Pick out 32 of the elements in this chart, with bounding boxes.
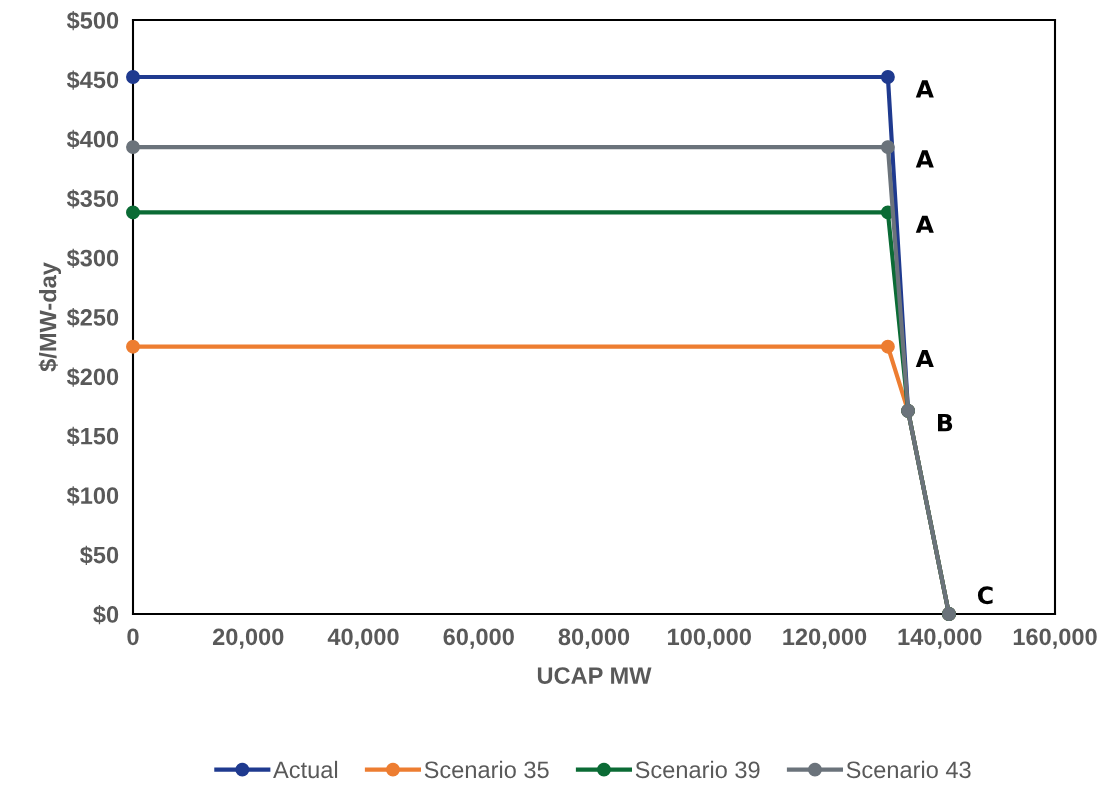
x-tick-label: 100,000 xyxy=(668,628,751,649)
y-tick-label: $150 xyxy=(66,426,119,447)
y-tick-label: $50 xyxy=(80,545,119,565)
x-tick-label: 160,000 xyxy=(1013,628,1097,649)
annotation: A xyxy=(915,215,934,233)
annotation: B xyxy=(938,414,953,432)
annotation: A xyxy=(915,349,934,368)
x-tick-label: 140,000 xyxy=(898,628,982,649)
legend-label: Scenario 35 xyxy=(424,760,549,779)
y-tick-label: $500 xyxy=(66,11,119,31)
legend-label: Scenario 43 xyxy=(846,760,971,779)
legend-label: Scenario 39 xyxy=(635,760,760,779)
annotation: A xyxy=(915,80,934,98)
y-tick-label: $350 xyxy=(66,189,119,209)
x-tick-label: 60,000 xyxy=(443,628,514,649)
y-tick-label: $400 xyxy=(66,129,119,150)
annotation: C xyxy=(977,586,993,605)
annotation: A xyxy=(915,150,934,168)
x-axis-title: UCAP MW xyxy=(537,667,652,684)
y-tick-label: $450 xyxy=(66,70,119,90)
x-tick-label: 40,000 xyxy=(327,628,399,649)
y-tick-label: $250 xyxy=(66,308,119,328)
y-tick-label: $0 xyxy=(93,605,119,625)
x-tick-label: 80,000 xyxy=(558,628,630,649)
y-tick-label: $100 xyxy=(66,486,119,506)
y-axis-title: $/MW-day xyxy=(38,262,62,372)
x-tick-label: 120,000 xyxy=(783,628,867,649)
x-tick-label: 20,000 xyxy=(212,628,284,649)
x-tick-label: 0 xyxy=(127,628,139,646)
legend-label: Actual xyxy=(273,760,338,779)
y-tick-label: $200 xyxy=(66,367,119,387)
y-tick-label: $300 xyxy=(66,248,119,268)
